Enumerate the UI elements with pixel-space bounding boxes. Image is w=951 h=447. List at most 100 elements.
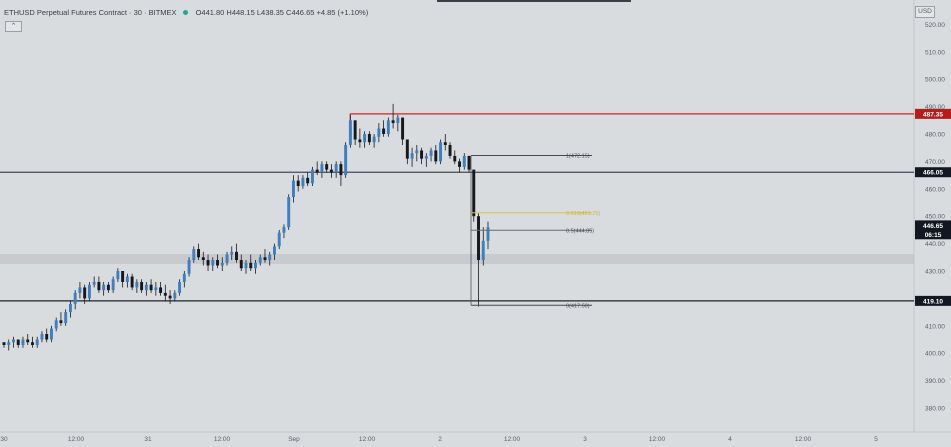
price-label-box (915, 229, 951, 240)
candle-body (401, 117, 405, 140)
candle-body (220, 262, 224, 266)
candle-body (178, 281, 182, 293)
price-label-text: 06:15 (925, 232, 942, 239)
time-tick-label: 31 (144, 436, 152, 443)
fib-level-label: 0(417.50) (566, 303, 590, 309)
candle-body (277, 232, 281, 247)
candle-body (216, 260, 220, 266)
current-price-band (0, 254, 914, 264)
price-tick-label: 440.00 (925, 241, 945, 248)
candle-body (429, 150, 433, 156)
candle-body (377, 128, 381, 137)
candle-body (54, 320, 58, 329)
candle-body (187, 260, 191, 274)
price-label-box (915, 167, 951, 178)
candle-body (121, 271, 125, 282)
candle-body (149, 284, 153, 291)
symbol-title[interactable]: ETHUSD Perpetual Futures Contract · 30 ·… (4, 7, 177, 17)
fib-level-label: 0.618(451.25) (566, 211, 600, 217)
candle-body (329, 169, 333, 173)
candle-body (225, 254, 229, 263)
candle-body (287, 197, 291, 228)
collapse-legend-button[interactable]: ⌃ (5, 21, 22, 32)
candle-body (486, 227, 490, 241)
candle-body (396, 117, 400, 124)
candle-body (268, 254, 272, 261)
time-tick-label: 12:00 (795, 436, 812, 443)
candle-body (467, 155, 471, 170)
candle-body (97, 281, 101, 291)
price-tick-label: 430.00 (925, 269, 945, 276)
candle-body (415, 150, 419, 154)
candle-body (344, 144, 348, 176)
candle-body (462, 155, 466, 167)
time-tick-label: 4 (728, 436, 732, 443)
price-tick-label: 460.00 (925, 186, 945, 193)
candle-body (382, 128, 386, 134)
candle-body (111, 279, 115, 291)
candle-body (59, 320, 63, 324)
candle-body (443, 142, 447, 145)
price-tick-label: 490.00 (925, 104, 945, 111)
candle-body (272, 246, 276, 255)
candle-body (258, 257, 262, 263)
candle-body (282, 227, 286, 233)
candle-body (130, 276, 134, 288)
price-tick-label: 410.00 (925, 323, 945, 330)
candle-body (35, 339, 39, 345)
candle-body (211, 260, 215, 266)
market-status-icon (182, 9, 188, 15)
candle-body (173, 292, 177, 299)
candle-body (163, 292, 167, 296)
time-tick-label: 2 (438, 436, 442, 443)
chart-legend: ETHUSD Perpetual Futures Contract · 30 ·… (4, 5, 368, 19)
price-label-text: 446.65 (923, 223, 943, 230)
time-tick-label: 30 (0, 436, 8, 443)
candle-body (64, 312, 68, 324)
candle-body (458, 161, 462, 167)
candle-body (296, 180, 300, 187)
candle-body (92, 281, 96, 285)
top-edge-bar (437, 0, 631, 2)
price-label-text: 419.10 (923, 298, 943, 305)
ohlc-values: O441.80 H448.15 L438.35 C446.65 +4.85 (+… (195, 7, 369, 17)
candle-body (410, 153, 414, 159)
candles-group (2, 103, 490, 351)
candle-body (68, 303, 72, 313)
candle-body (106, 284, 110, 291)
price-tick-label: 500.00 (925, 77, 945, 84)
candle-body (481, 240, 485, 261)
candle-body (83, 287, 87, 299)
candle-body (116, 271, 120, 280)
candle-body (424, 155, 428, 159)
price-label-box (915, 220, 951, 231)
candle-body (2, 342, 6, 345)
candle-body (45, 334, 49, 340)
candle-body (135, 281, 139, 288)
candle-body (12, 339, 15, 343)
time-tick-label: 12:00 (68, 436, 85, 443)
candle-body (306, 177, 310, 184)
candle-body (239, 260, 243, 269)
candle-body (254, 262, 257, 269)
candle-body (16, 339, 20, 345)
currency-button[interactable]: USD (915, 6, 935, 18)
candle-body (405, 139, 409, 159)
fib-level-label: 1(472.15) (566, 154, 590, 160)
price-label-text: 487.35 (923, 111, 943, 118)
candle-body (301, 177, 305, 187)
time-tick-label: 12:00 (504, 436, 521, 443)
candle-body (30, 342, 34, 345)
candle-body (472, 169, 476, 217)
candle-body (40, 334, 44, 340)
price-tick-label: 380.00 (925, 406, 945, 413)
candle-body (230, 251, 234, 255)
price-labels: 487.35 466.05 446.65 06:15 419.10 (915, 108, 951, 306)
price-label-text: 466.05 (923, 170, 943, 177)
price-label-box (915, 108, 951, 119)
candle-body (201, 257, 205, 261)
candle-body (439, 142, 443, 162)
candle-body (206, 260, 210, 266)
